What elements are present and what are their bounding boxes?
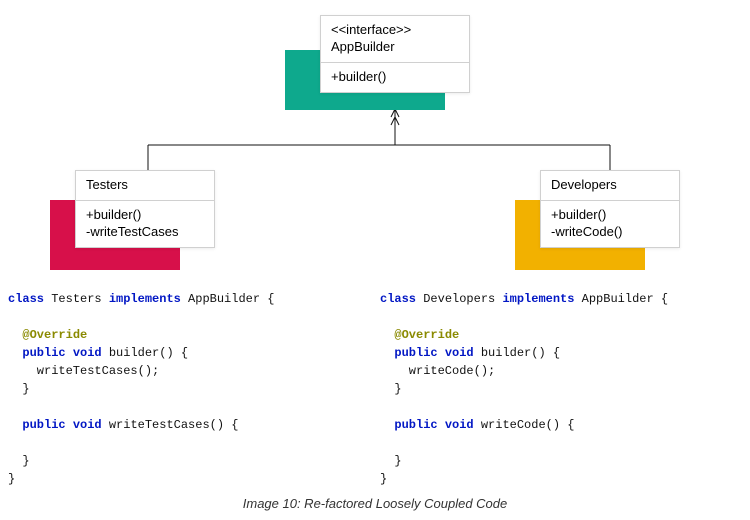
code-right: class Developers implements AppBuilder {… (380, 290, 742, 488)
developers-box: Developers +builder() -writeCode() (540, 170, 680, 248)
testers-box: Testers +builder() -writeTestCases (75, 170, 215, 248)
code-left: class Testers implements AppBuilder { @O… (8, 290, 370, 488)
uml-diagram: <<interface>> AppBuilder +builder() Test… (0, 0, 750, 290)
testers-methods: +builder() -writeTestCases (76, 201, 214, 247)
testers-head: Testers (76, 171, 214, 201)
developers-name: Developers (551, 177, 669, 194)
code-area: class Testers implements AppBuilder { @O… (0, 290, 750, 488)
testers-method-1: -writeTestCases (86, 224, 204, 241)
interface-box: <<interface>> AppBuilder +builder() (320, 15, 470, 93)
interface-method-0: +builder() (331, 69, 459, 86)
interface-stereotype: <<interface>> (331, 22, 459, 39)
testers-name: Testers (86, 177, 204, 194)
interface-name: AppBuilder (331, 39, 459, 56)
developers-methods: +builder() -writeCode() (541, 201, 679, 247)
developers-head: Developers (541, 171, 679, 201)
developers-method-0: +builder() (551, 207, 669, 224)
interface-head: <<interface>> AppBuilder (321, 16, 469, 63)
testers-method-0: +builder() (86, 207, 204, 224)
interface-methods: +builder() (321, 63, 469, 92)
developers-method-1: -writeCode() (551, 224, 669, 241)
caption: Image 10: Re-factored Loosely Coupled Co… (0, 496, 750, 511)
